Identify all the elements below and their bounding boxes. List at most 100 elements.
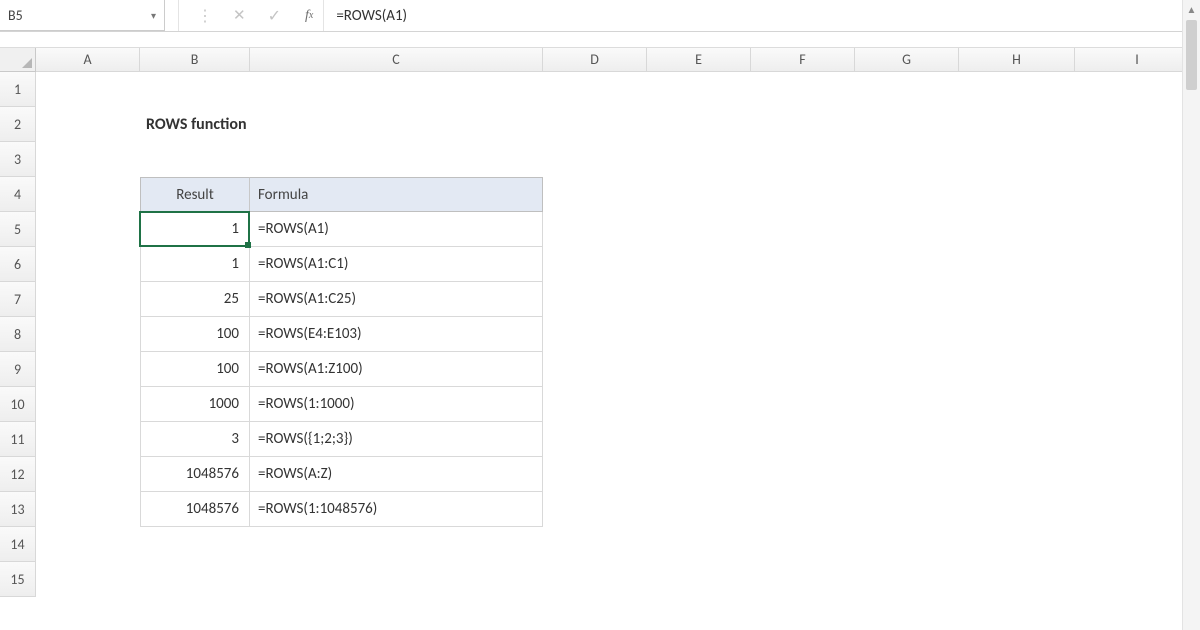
cell-B7[interactable]: 25 [140, 282, 250, 317]
cell-H2[interactable] [959, 107, 1075, 142]
cell-B4[interactable]: Result [140, 177, 250, 212]
cell-E6[interactable] [647, 247, 751, 282]
row-header-5[interactable]: 5 [0, 212, 36, 247]
cell-E5[interactable] [647, 212, 751, 247]
cell-G2[interactable] [855, 107, 959, 142]
cell-G5[interactable] [855, 212, 959, 247]
scroll-up-icon[interactable]: ▲ [1183, 0, 1200, 18]
cell-E9[interactable] [647, 352, 751, 387]
cell-E7[interactable] [647, 282, 751, 317]
cell-G14[interactable] [855, 527, 959, 562]
cell-C1[interactable] [250, 72, 543, 107]
row-header-4[interactable]: 4 [0, 177, 36, 212]
cell-G6[interactable] [855, 247, 959, 282]
cell-E8[interactable] [647, 317, 751, 352]
cell-B5[interactable]: 1 [140, 212, 250, 247]
cell-H13[interactable] [959, 492, 1075, 527]
cell-A6[interactable] [36, 247, 140, 282]
cell-F12[interactable] [751, 457, 855, 492]
cell-E13[interactable] [647, 492, 751, 527]
cell-C7[interactable]: =ROWS(A1:C25) [250, 282, 543, 317]
cell-D11[interactable] [543, 422, 647, 457]
spreadsheet-grid[interactable]: ABCDEFGHI12ROWS function34ResultFormula5… [0, 48, 1200, 597]
cell-B10[interactable]: 1000 [140, 387, 250, 422]
column-header-D[interactable]: D [543, 48, 647, 72]
cell-G10[interactable] [855, 387, 959, 422]
cell-H5[interactable] [959, 212, 1075, 247]
cell-H3[interactable] [959, 142, 1075, 177]
cell-B3[interactable] [140, 142, 250, 177]
cell-H11[interactable] [959, 422, 1075, 457]
cell-H1[interactable] [959, 72, 1075, 107]
column-header-A[interactable]: A [36, 48, 140, 72]
cell-D9[interactable] [543, 352, 647, 387]
cell-E3[interactable] [647, 142, 751, 177]
cell-D5[interactable] [543, 212, 647, 247]
cell-D8[interactable] [543, 317, 647, 352]
cell-C3[interactable] [250, 142, 543, 177]
cell-C14[interactable] [250, 527, 543, 562]
cell-H12[interactable] [959, 457, 1075, 492]
cell-G1[interactable] [855, 72, 959, 107]
cell-E10[interactable] [647, 387, 751, 422]
cell-D10[interactable] [543, 387, 647, 422]
cell-F9[interactable] [751, 352, 855, 387]
cell-A5[interactable] [36, 212, 140, 247]
cell-H8[interactable] [959, 317, 1075, 352]
cell-G15[interactable] [855, 562, 959, 597]
cell-F6[interactable] [751, 247, 855, 282]
cancel-icon[interactable]: ✕ [233, 6, 246, 25]
cell-G9[interactable] [855, 352, 959, 387]
fx-icon[interactable]: fx [295, 0, 323, 31]
cell-C4[interactable]: Formula [250, 177, 543, 212]
cell-D12[interactable] [543, 457, 647, 492]
row-header-7[interactable]: 7 [0, 282, 36, 317]
row-header-3[interactable]: 3 [0, 142, 36, 177]
row-header-2[interactable]: 2 [0, 107, 36, 142]
cell-A8[interactable] [36, 317, 140, 352]
row-header-9[interactable]: 9 [0, 352, 36, 387]
cell-E2[interactable] [647, 107, 751, 142]
vertical-scrollbar[interactable]: ▲ [1182, 0, 1200, 630]
cell-H4[interactable] [959, 177, 1075, 212]
cell-E15[interactable] [647, 562, 751, 597]
row-header-11[interactable]: 11 [0, 422, 36, 457]
scroll-thumb[interactable] [1186, 20, 1197, 90]
cell-B12[interactable]: 1048576 [140, 457, 250, 492]
cell-E12[interactable] [647, 457, 751, 492]
cell-G7[interactable] [855, 282, 959, 317]
name-box-caret-icon[interactable]: ▾ [151, 9, 156, 22]
cell-G13[interactable] [855, 492, 959, 527]
cell-D3[interactable] [543, 142, 647, 177]
cell-B13[interactable]: 1048576 [140, 492, 250, 527]
cell-D13[interactable] [543, 492, 647, 527]
formula-input[interactable]: =ROWS(A1) [323, 0, 1200, 31]
cell-A10[interactable] [36, 387, 140, 422]
column-header-G[interactable]: G [855, 48, 959, 72]
cell-F2[interactable] [751, 107, 855, 142]
cell-C12[interactable]: =ROWS(A:Z) [250, 457, 543, 492]
cell-D4[interactable] [543, 177, 647, 212]
cell-B2[interactable]: ROWS function [140, 107, 250, 142]
cell-G11[interactable] [855, 422, 959, 457]
cell-H10[interactable] [959, 387, 1075, 422]
cell-B1[interactable] [140, 72, 250, 107]
cell-F3[interactable] [751, 142, 855, 177]
cell-A3[interactable] [36, 142, 140, 177]
row-header-6[interactable]: 6 [0, 247, 36, 282]
cell-D6[interactable] [543, 247, 647, 282]
cell-A2[interactable] [36, 107, 140, 142]
cell-F13[interactable] [751, 492, 855, 527]
cell-C8[interactable]: =ROWS(E4:E103) [250, 317, 543, 352]
cell-G8[interactable] [855, 317, 959, 352]
cell-G3[interactable] [855, 142, 959, 177]
cell-D15[interactable] [543, 562, 647, 597]
cell-A9[interactable] [36, 352, 140, 387]
cell-F5[interactable] [751, 212, 855, 247]
row-header-1[interactable]: 1 [0, 72, 36, 107]
cell-C6[interactable]: =ROWS(A1:C1) [250, 247, 543, 282]
cell-C9[interactable]: =ROWS(A1:Z100) [250, 352, 543, 387]
cell-D1[interactable] [543, 72, 647, 107]
cell-F8[interactable] [751, 317, 855, 352]
cell-B14[interactable] [140, 527, 250, 562]
